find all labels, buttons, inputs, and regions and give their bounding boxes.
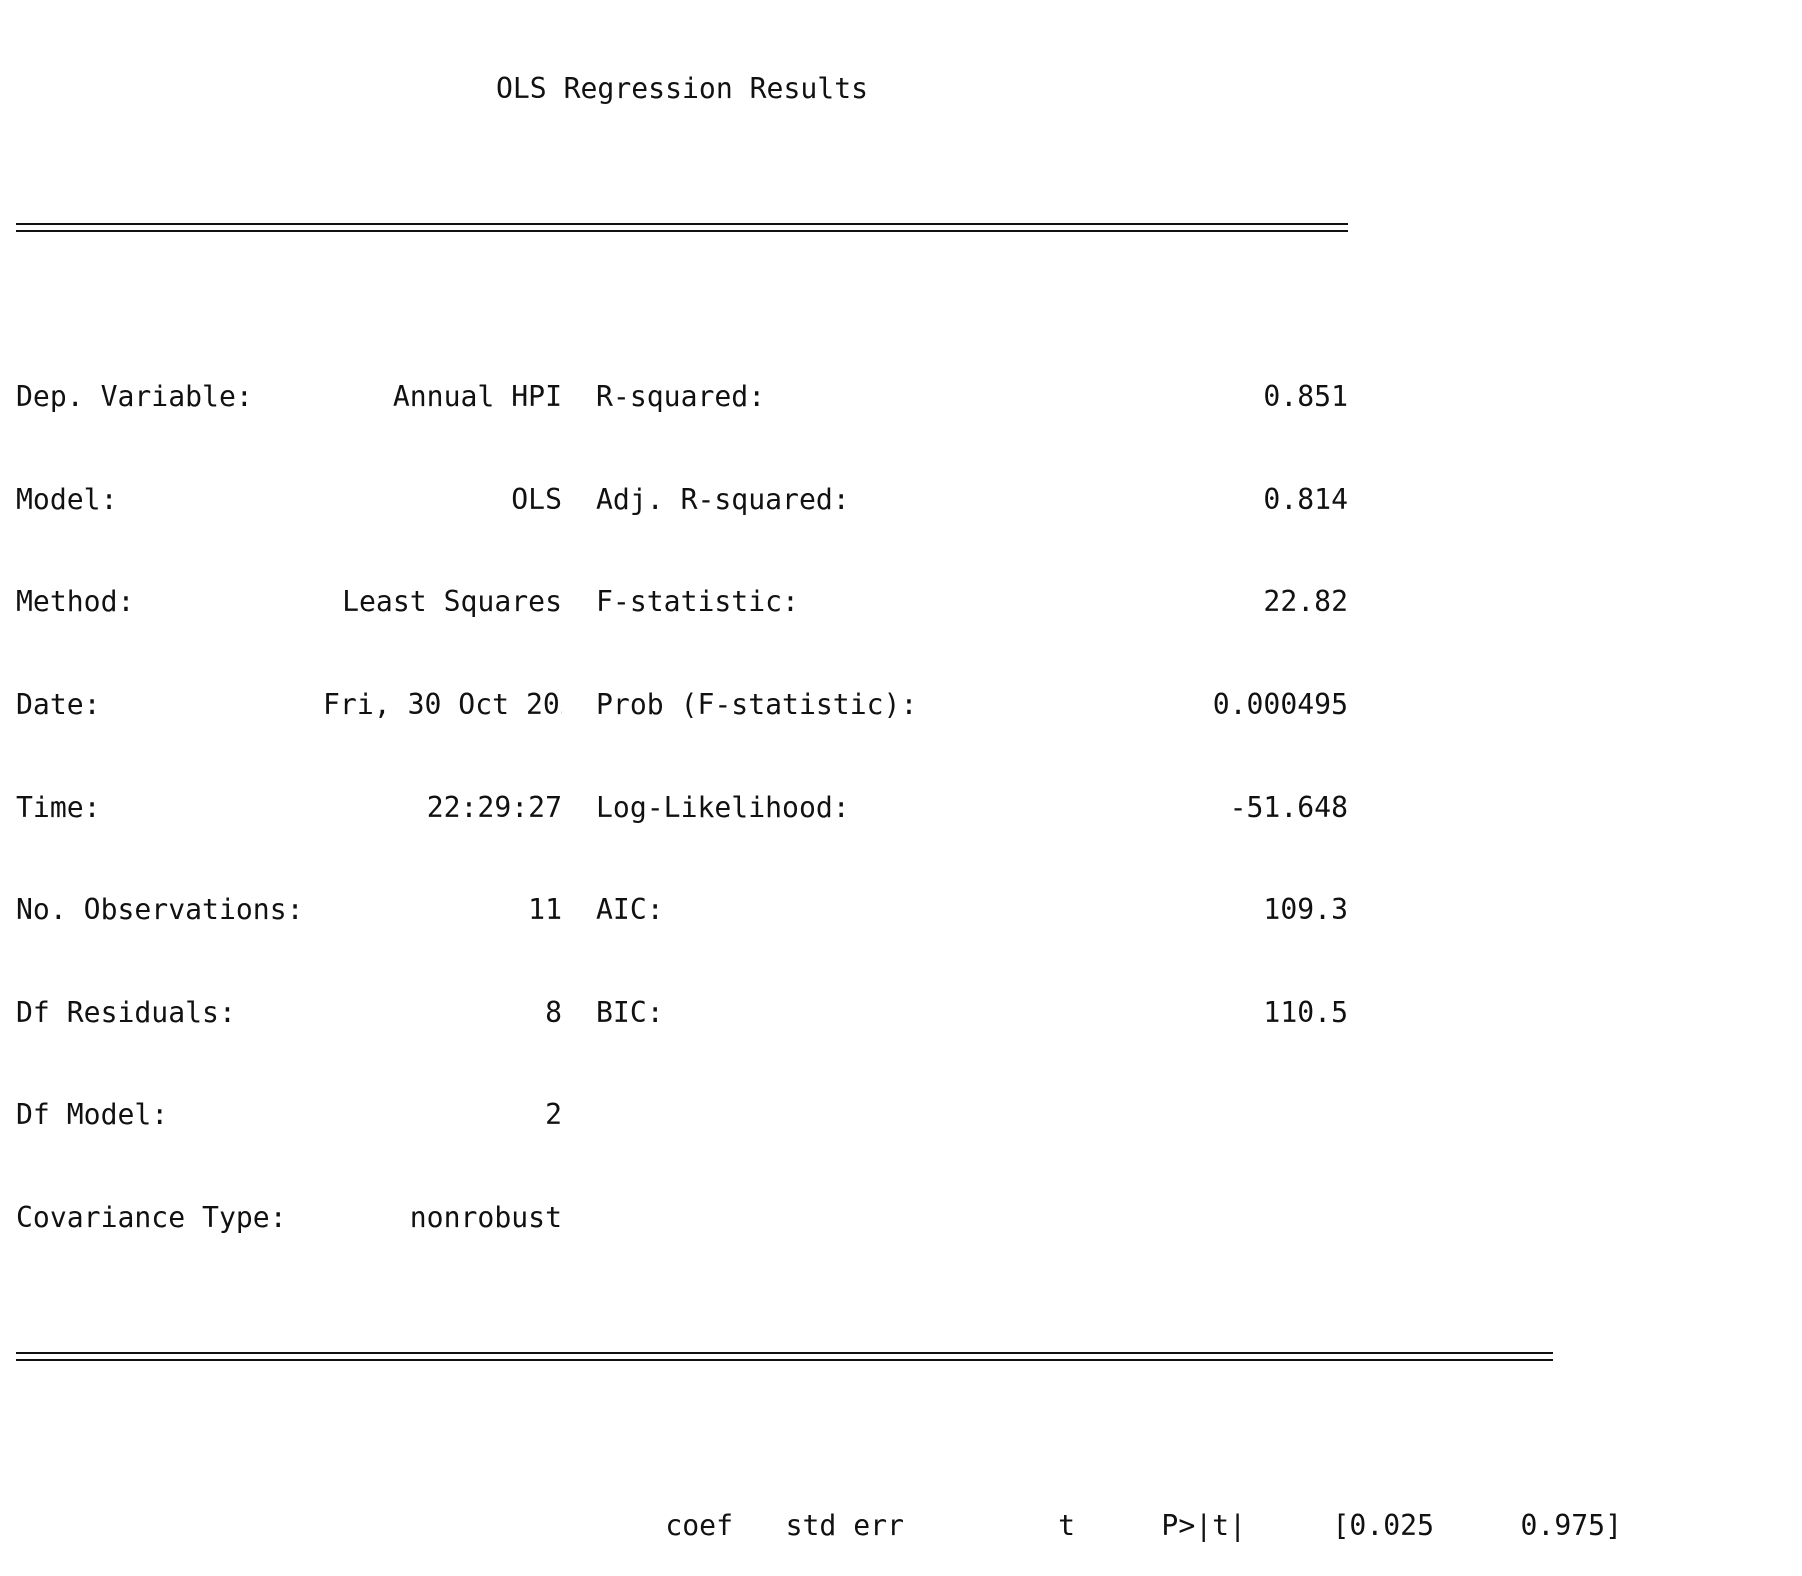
model-info-row: Df Model: 2	[16, 1098, 1622, 1132]
stat-label: BIC:	[596, 995, 664, 1029]
stat-label: R-squared:	[596, 380, 766, 414]
model-info-row: Dep. Variable: Annual HPI R-squared: 0.851	[16, 380, 1622, 414]
info-label: Df Residuals:	[16, 995, 236, 1029]
stat-value: -51.648	[1229, 790, 1348, 824]
info-value: 22:29:27	[426, 790, 562, 824]
stat-value: 109.3	[1263, 893, 1348, 927]
stat-label: Log-Likelihood:	[596, 790, 850, 824]
stat-value: 0.814	[1263, 482, 1348, 516]
ols-summary-table: OLS Regression Results Dep. Variable: Ann…	[16, 4, 1622, 1576]
info-label: Model:	[16, 482, 118, 516]
info-label: No. Observations:	[16, 893, 304, 927]
info-value: 11	[528, 893, 562, 927]
coef-header: 0.975]	[1520, 1508, 1622, 1542]
stat-value: 0.851	[1263, 380, 1348, 414]
coef-header: [0.025	[1332, 1508, 1434, 1542]
info-value: nonrobust	[409, 1200, 562, 1234]
info-value: Least Squares	[342, 585, 562, 619]
info-label: Method:	[16, 585, 135, 619]
info-label: Covariance Type:	[16, 1200, 287, 1234]
stat-label: F-statistic:	[596, 585, 799, 619]
info-value: 8	[545, 995, 562, 1029]
info-value: 2	[545, 1098, 562, 1132]
model-info-row: Method: Least Squares F-statistic: 22.82	[16, 585, 1622, 619]
stat-value: 110.5	[1263, 995, 1348, 1029]
info-label: Date:	[16, 687, 101, 721]
coef-header: std err	[785, 1508, 904, 1542]
stat-label: Prob (F-statistic):	[596, 687, 918, 721]
summary-title: OLS Regression Results	[495, 72, 869, 106]
model-info-row: Covariance Type: nonrobust	[16, 1201, 1622, 1235]
coef-header-row: coef std err t P>|t| [0.025 0.975]	[16, 1509, 1622, 1543]
coef-header: coef	[665, 1508, 733, 1542]
double-rule	[16, 209, 1348, 243]
info-label: Time:	[16, 790, 101, 824]
info-label: Dep. Variable:	[16, 380, 253, 414]
model-info-row: Time: 22:29:27 Log-Likelihood: -51.648	[16, 791, 1622, 825]
model-info-row: Date: Fri, 30 Oct 2020 Prob (F-statistic):…	[16, 688, 1622, 722]
stat-label: Adj. R-squared:	[596, 482, 850, 516]
coef-header: P>|t|	[1161, 1508, 1246, 1542]
model-info-row: Df Residuals: 8 BIC: 110.5	[16, 996, 1622, 1030]
info-label: Df Model:	[16, 1098, 169, 1132]
model-info-row: No. Observations: 11 AIC: 109.3	[16, 893, 1622, 927]
info-value: Fri, 30 Oct 2020	[323, 687, 562, 721]
stat-label: AIC:	[596, 893, 664, 927]
stat-value: 22.82	[1263, 585, 1348, 619]
model-info-row: Model: OLS Adj. R-squared: 0.814	[16, 483, 1622, 517]
info-value: OLS	[511, 482, 562, 516]
info-value: Annual HPI	[392, 380, 562, 414]
title-row: OLS Regression Results	[16, 72, 1622, 106]
double-rule	[16, 1338, 1553, 1372]
coef-header: t	[1058, 1508, 1075, 1542]
stat-value: 0.000495	[1212, 687, 1348, 721]
